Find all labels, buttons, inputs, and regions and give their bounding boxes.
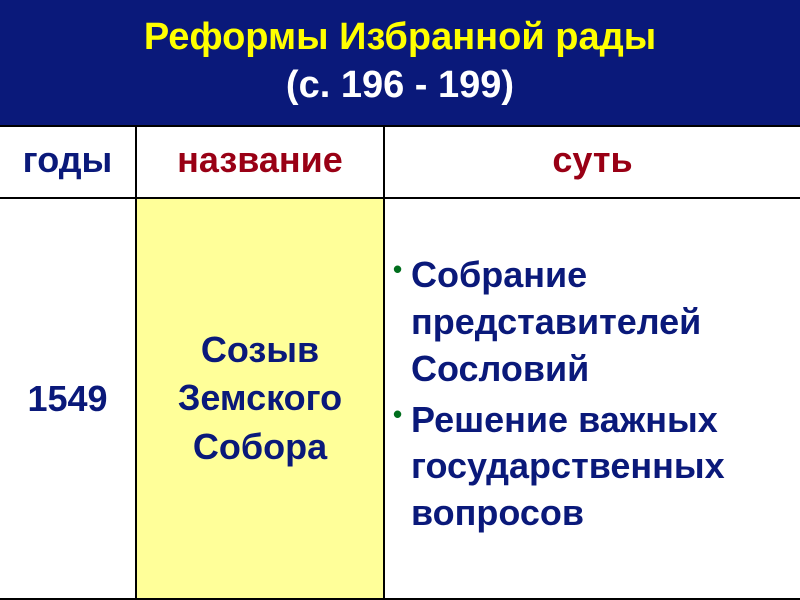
reforms-table: годы название суть 1549 Созыв Земского С…: [0, 125, 800, 600]
table-header-row: годы название суть: [0, 126, 800, 198]
essence-text: Решение важных государственных вопросов: [411, 399, 725, 534]
essence-list: Собрание представителей Сословий Решение…: [393, 252, 788, 537]
title-line-2: (с. 196 - 199): [10, 62, 790, 110]
cell-name: Созыв Земского Собора: [136, 198, 384, 599]
header-name: название: [136, 126, 384, 198]
cell-essence: Собрание представителей Сословий Решение…: [384, 198, 800, 599]
name-line: Земского: [178, 377, 342, 418]
slide: Реформы Избранной рады (с. 196 - 199) го…: [0, 0, 800, 600]
title-block: Реформы Избранной рады (с. 196 - 199): [0, 0, 800, 125]
name-line: Созыв: [201, 329, 319, 370]
name-line: Собора: [193, 426, 327, 467]
header-essence: суть: [384, 126, 800, 198]
table-row: 1549 Созыв Земского Собора Собрание пред…: [0, 198, 800, 599]
header-years: годы: [0, 126, 136, 198]
cell-year: 1549: [0, 198, 136, 599]
title-line-1: Реформы Избранной рады: [10, 14, 790, 62]
essence-item: Собрание представителей Сословий: [393, 252, 788, 392]
essence-text: Собрание представителей Сословий: [411, 254, 701, 389]
essence-item: Решение важных государственных вопросов: [393, 397, 788, 537]
